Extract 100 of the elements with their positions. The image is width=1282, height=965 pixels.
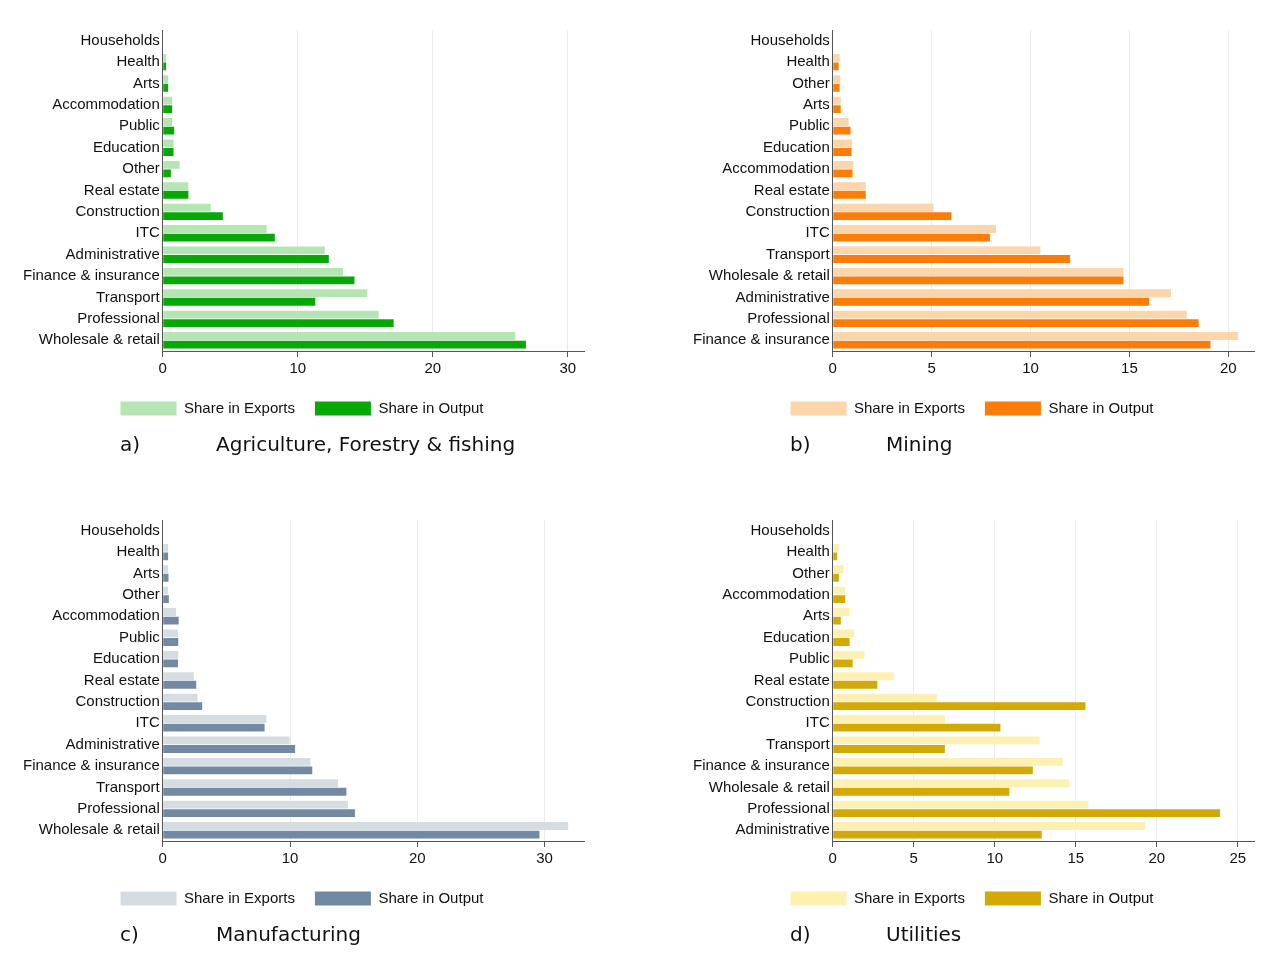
bar <box>163 736 290 745</box>
bar <box>833 573 839 582</box>
bar <box>163 565 169 574</box>
bar <box>163 160 180 169</box>
bar <box>163 297 316 306</box>
bar <box>163 608 177 616</box>
bar <box>833 233 990 242</box>
bar <box>833 169 853 178</box>
y-tick-label: Other <box>792 563 830 581</box>
y-tick-label: Administrative <box>65 734 160 752</box>
bar <box>163 169 171 178</box>
bar <box>833 830 1042 839</box>
bar <box>163 233 275 242</box>
x-tick-label: 0 <box>828 359 837 377</box>
x-tick-label: 10 <box>281 849 299 867</box>
bar <box>833 96 841 105</box>
bar <box>833 332 1239 340</box>
bar <box>833 62 839 71</box>
y-tick-label: Administrative <box>65 244 160 262</box>
bar <box>163 225 267 233</box>
x-tick-label: 0 <box>828 849 837 867</box>
y-tick-label: Health <box>116 542 160 560</box>
bar <box>163 255 329 263</box>
legend-label: Share in Output <box>378 888 485 906</box>
y-tick-label: Wholesale & retail <box>708 777 830 795</box>
bar <box>833 757 1063 766</box>
y-tick-label: ITC <box>135 713 160 731</box>
text: d) <box>790 922 811 946</box>
bar <box>163 332 516 340</box>
bar <box>833 83 840 92</box>
bar <box>833 118 849 126</box>
y-tick-label: ITC <box>805 713 830 731</box>
bar <box>833 608 850 616</box>
y-tick-label: Wholesale & retail <box>38 820 160 838</box>
bar <box>833 723 1001 732</box>
bar <box>163 800 349 809</box>
text: Manufacturing <box>216 922 361 946</box>
bar <box>833 53 840 62</box>
x-tick-label: 30 <box>559 359 577 377</box>
text: Agriculture, Forestry & fishing <box>216 432 516 456</box>
bar <box>163 319 394 328</box>
bar <box>833 715 945 723</box>
y-tick-label: Construction <box>75 202 160 220</box>
legend-label: Share in Exports <box>184 398 295 416</box>
bar <box>163 715 267 723</box>
y-tick-label: Finance & insurance <box>22 756 160 774</box>
y-tick-label: Professional <box>747 799 830 817</box>
y-tick-label: Administrative <box>735 287 830 305</box>
y-tick-label: Real estate <box>753 180 830 198</box>
bar <box>833 586 845 595</box>
bar <box>833 75 841 84</box>
y-tick-label: Education <box>763 137 830 155</box>
text: Utilities <box>886 922 962 946</box>
y-tick-label: Other <box>122 585 160 603</box>
y-tick-label: Transport <box>766 244 831 262</box>
bar <box>163 62 167 71</box>
bar <box>163 745 296 753</box>
x-tick-label: 20 <box>1219 359 1237 377</box>
y-tick-label: Finance & insurance <box>692 330 830 348</box>
bar <box>833 629 855 638</box>
y-tick-label: Public <box>118 116 161 134</box>
bar <box>833 552 838 561</box>
x-tick-label: 25 <box>1229 849 1247 867</box>
bar <box>163 126 175 135</box>
bar <box>163 75 169 84</box>
bar <box>833 139 852 148</box>
x-tick-label: 10 <box>289 359 307 377</box>
y-tick-label: Accommodation <box>52 95 160 113</box>
bar <box>163 246 325 255</box>
bar <box>833 638 850 646</box>
y-tick-label: Households <box>750 30 830 48</box>
bar <box>833 779 1070 788</box>
bar <box>833 680 878 689</box>
y-tick-label: Transport <box>96 287 161 305</box>
y-tick-label: Arts <box>803 95 830 113</box>
bar <box>833 203 934 212</box>
bar <box>163 96 173 105</box>
y-tick-label: Transport <box>766 734 831 752</box>
legend-label: Share in Exports <box>854 888 965 906</box>
bar <box>833 212 952 221</box>
bar <box>163 276 355 285</box>
y-tick-label: Arts <box>133 73 160 91</box>
bar <box>833 126 851 135</box>
bar <box>163 203 211 212</box>
bar <box>163 573 169 582</box>
bar <box>833 822 1146 830</box>
bar <box>163 830 540 839</box>
bar <box>833 182 866 191</box>
y-tick-label: Education <box>93 137 160 155</box>
y-tick-label: Professional <box>77 799 160 817</box>
bar <box>163 616 179 625</box>
y-tick-label: Administrative <box>735 820 830 838</box>
bar <box>833 650 865 659</box>
bar <box>833 160 854 169</box>
bar <box>163 148 174 156</box>
bar <box>163 723 265 732</box>
bar <box>163 53 167 62</box>
bar <box>833 267 1124 276</box>
text: a) <box>120 432 141 456</box>
bar <box>833 297 1150 306</box>
